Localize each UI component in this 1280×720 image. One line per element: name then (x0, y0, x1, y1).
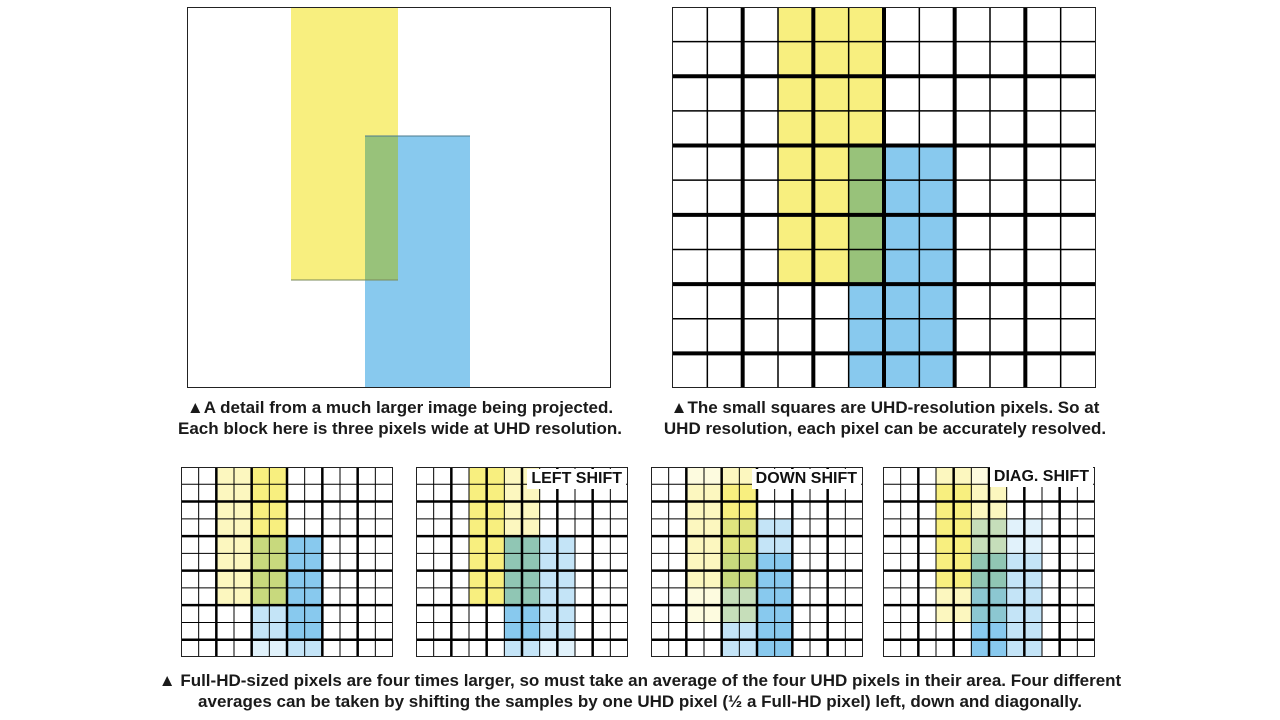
grid-frame (672, 7, 1096, 388)
uhd-pixel (778, 7, 814, 43)
uhd-pixel (884, 249, 920, 285)
down-shift-label: DOWN SHIFT (751, 469, 861, 489)
uhd-grid-caption: ▲The small squares are UHD-resolution pi… (645, 397, 1125, 439)
uhd-pixel (848, 41, 885, 77)
grid-frame (651, 467, 863, 657)
fullhd-down-shift-grid (651, 467, 863, 657)
image-detail-caption: ▲A detail from a much larger image being… (160, 397, 640, 439)
uhd-pixel (884, 180, 920, 216)
uhd-pixel (848, 353, 885, 388)
uhd-pixel (778, 76, 814, 112)
uhd-pixel (778, 41, 814, 77)
overlap-block (365, 136, 398, 280)
uhd-pixel (848, 7, 885, 43)
uhd-pixel (884, 318, 920, 354)
uhd-pixel (813, 7, 850, 43)
left-shift-label: LEFT SHIFT (527, 469, 626, 489)
uhd-pixel (813, 180, 850, 216)
uhd-pixel (848, 145, 885, 181)
caption-line: ▲A detail from a much larger image being… (186, 398, 614, 417)
caption-line: UHD resolution, each pixel can be accura… (663, 419, 1107, 438)
caption-line: ▲The small squares are UHD-resolution pi… (670, 398, 1100, 417)
image-detail-panel (187, 7, 611, 388)
uhd-pixel (813, 145, 850, 181)
uhd-pixel (919, 284, 956, 320)
uhd-pixel (778, 249, 814, 285)
fullhd-diag-shift-grid (883, 467, 1095, 657)
uhd-pixel (813, 76, 850, 112)
uhd-pixel (919, 180, 956, 216)
uhd-pixel (884, 145, 920, 181)
uhd-pixel (919, 249, 956, 285)
uhd-pixel (919, 353, 956, 388)
uhd-pixel (848, 249, 885, 285)
uhd-pixel (848, 180, 885, 216)
uhd-pixel (884, 214, 920, 250)
caption-line: ▲ Full-HD-sized pixels are four times la… (158, 671, 1122, 690)
caption-line: averages can be taken by shifting the sa… (198, 692, 1082, 711)
uhd-pixel (919, 214, 956, 250)
uhd-pixel (813, 41, 850, 77)
uhd-pixel (778, 214, 814, 250)
uhd-pixel (778, 145, 814, 181)
uhd-pixel (884, 284, 920, 320)
uhd-pixel (813, 214, 850, 250)
uhd-pixel (813, 249, 850, 285)
uhd-pixel (919, 145, 956, 181)
fullhd-no-shift-panel (181, 467, 393, 657)
fullhd-left-shift-grid (416, 467, 628, 657)
fullhd-down-shift-panel: DOWN SHIFT (651, 467, 863, 657)
uhd-pixel (813, 110, 850, 147)
uhd-pixel-grid (672, 7, 1096, 388)
image-detail-figure (187, 7, 611, 388)
uhd-pixel (848, 76, 885, 112)
uhd-grid-panel (672, 7, 1096, 388)
grid-frame (416, 467, 628, 657)
grid-frame (883, 467, 1095, 657)
uhd-pixel (778, 180, 814, 216)
fullhd-left-shift-panel: LEFT SHIFT (416, 467, 628, 657)
uhd-pixel (848, 318, 885, 354)
fullhd-no-shift-grid (181, 467, 393, 657)
grid-frame (181, 467, 393, 657)
uhd-pixel (884, 353, 920, 388)
uhd-pixel (919, 318, 956, 354)
uhd-pixel (848, 214, 885, 250)
uhd-pixel (848, 110, 885, 147)
caption-line: Each block here is three pixels wide at … (177, 419, 623, 438)
uhd-pixel (778, 110, 814, 147)
fullhd-diag-shift-panel: DIAG. SHIFT (883, 467, 1095, 657)
uhd-pixel (848, 284, 885, 320)
fullhd-caption: ▲ Full-HD-sized pixels are four times la… (140, 670, 1140, 712)
diag-shift-label: DIAG. SHIFT (989, 467, 1093, 487)
